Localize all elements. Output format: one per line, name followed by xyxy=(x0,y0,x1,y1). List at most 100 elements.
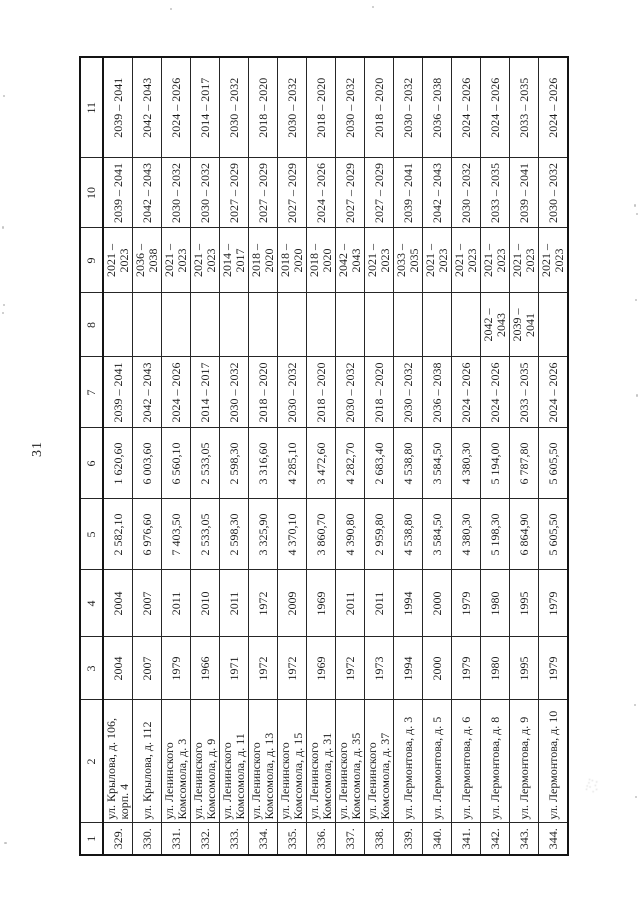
col6-amount-cell: 4 285,10 xyxy=(277,428,307,499)
col7-period-cell: 2030 – 2032 xyxy=(277,357,307,428)
col3-year-cell: 1971 xyxy=(219,637,249,700)
row-number-cell: 335. xyxy=(277,823,307,855)
col11-period-cell: 2039 – 2041 xyxy=(103,57,133,158)
col4-year-cell: 1979 xyxy=(451,570,481,637)
row-number-cell: 340. xyxy=(422,823,452,855)
col9-period-cell: 2021 – 2023 xyxy=(509,228,539,293)
col4-year-cell: 2010 xyxy=(190,570,220,637)
col7-period-cell: 2042 – 2043 xyxy=(132,357,162,428)
col11-period-cell: 2018 – 2020 xyxy=(248,57,278,158)
row-number-cell: 329. xyxy=(103,823,133,855)
col9-period-cell: 2021 – 2023 xyxy=(422,228,452,293)
address-cell: ул. Лермонтова, д. 9 xyxy=(509,700,539,823)
column-header-8: 8 xyxy=(80,293,103,357)
col5-amount-cell: 2 959,80 xyxy=(364,499,394,570)
col10-period-cell: 2042 – 2043 xyxy=(132,158,162,228)
row-number-cell: 343. xyxy=(509,823,539,855)
row-number-cell: 344. xyxy=(538,823,568,855)
col7-period-cell: 2033 – 2035 xyxy=(509,357,539,428)
col5-amount-cell: 6 864,90 xyxy=(509,499,539,570)
col6-amount-cell: 2 683,40 xyxy=(364,428,394,499)
row-number-cell: 342. xyxy=(480,823,510,855)
col7-period-cell: 2018 – 2020 xyxy=(364,357,394,428)
col3-year-cell: 1980 xyxy=(480,637,510,700)
col4-year-cell: 2011 xyxy=(335,570,365,637)
col9-period-cell: 2021 – 2023 xyxy=(190,228,220,293)
col5-amount-cell: 3 860,70 xyxy=(306,499,336,570)
col9-period-cell: 2018 – 2020 xyxy=(306,228,336,293)
col6-amount-cell: 6 787,80 xyxy=(509,428,539,499)
col8-period-cell xyxy=(219,293,249,357)
scan-smudge-artifact: ·:·: ·.·· xyxy=(582,776,603,795)
address-cell: ул. Ленинского Комсомола, д. 3 xyxy=(161,700,191,823)
col7-period-cell: 2030 – 2032 xyxy=(393,357,423,428)
col5-amount-cell: 3 325,90 xyxy=(248,499,278,570)
col5-amount-cell: 7 403,50 xyxy=(161,499,191,570)
col3-year-cell: 1995 xyxy=(509,637,539,700)
col8-period-cell xyxy=(248,293,278,357)
col5-amount-cell: 4 538,80 xyxy=(393,499,423,570)
col5-amount-cell: 5 605,50 xyxy=(538,499,568,570)
col7-period-cell: 2039 – 2041 xyxy=(103,357,133,428)
col8-period-cell xyxy=(335,293,365,357)
col11-period-cell: 2030 – 2032 xyxy=(277,57,307,158)
column-header-5: 5 xyxy=(80,499,103,570)
table-row: 338. ул. Ленинского Комсомола, д. 37 1973 2… xyxy=(364,57,394,855)
scan-speck xyxy=(2,312,4,314)
col6-amount-cell: 2 598,30 xyxy=(219,428,249,499)
col3-year-cell: 2007 xyxy=(132,637,162,700)
col5-amount-cell: 5 198,30 xyxy=(480,499,510,570)
col11-period-cell: 2024 – 2026 xyxy=(161,57,191,158)
col9-period-cell: 2018 – 2020 xyxy=(248,228,278,293)
col5-amount-cell: 3 584,50 xyxy=(422,499,452,570)
col6-amount-cell: 6 003,60 xyxy=(132,428,162,499)
address-cell: ул. Лермонтова, д. 10 xyxy=(538,700,568,823)
col6-amount-cell: 3 316,60 xyxy=(248,428,278,499)
col8-period-cell xyxy=(277,293,307,357)
col11-period-cell: 2018 – 2020 xyxy=(306,57,336,158)
table-row: 337. ул. Ленинского Комсомола, д. 35 1972 2… xyxy=(335,57,365,855)
address-cell: ул. Ленинского Комсомола, д. 37 xyxy=(364,700,394,823)
col8-period-cell: 2042 – 2043 xyxy=(480,293,510,357)
scan-speck xyxy=(3,304,5,306)
table-row: 335. ул. Ленинского Комсомола, д. 15 1972 2… xyxy=(277,57,307,855)
col8-period-cell: 2039 – 2041 xyxy=(509,293,539,357)
col4-year-cell: 1972 xyxy=(248,570,278,637)
col8-period-cell xyxy=(538,293,568,357)
address-cell: ул. Ленинского Комсомола, д. 31 xyxy=(306,700,336,823)
col3-year-cell: 1972 xyxy=(248,637,278,700)
col6-amount-cell: 1 620,60 xyxy=(103,428,133,499)
table-row: 343. ул. Лермонтова, д. 9 1995 1995 6 864,90… xyxy=(509,57,539,855)
address-cell: ул. Ленинского Комсомола, д. 15 xyxy=(277,700,307,823)
col6-amount-cell: 5 605,50 xyxy=(538,428,568,499)
col9-period-cell: 2036 – 2038 xyxy=(132,228,162,293)
table-row: 333. ул. Ленинского Комсомола, д. 11 1971 2… xyxy=(219,57,249,855)
col8-period-cell xyxy=(190,293,220,357)
address-cell: ул. Лермонтова, д. 5 xyxy=(422,700,452,823)
col5-amount-cell: 2 598,30 xyxy=(219,499,249,570)
col4-year-cell: 1980 xyxy=(480,570,510,637)
col6-amount-cell: 6 560,10 xyxy=(161,428,191,499)
row-number-cell: 338. xyxy=(364,823,394,855)
col9-period-cell: 2021 – 2023 xyxy=(364,228,394,293)
col10-period-cell: 2039 – 2041 xyxy=(103,158,133,228)
address-cell: ул. Ленинского Комсомола, д. 9 xyxy=(190,700,220,823)
col3-year-cell: 1994 xyxy=(393,637,423,700)
col7-period-cell: 2018 – 2020 xyxy=(248,357,278,428)
address-cell: ул. Ленинского Комсомола, д. 35 xyxy=(335,700,365,823)
scan-speck xyxy=(4,842,7,844)
table-row: 340. ул. Лермонтова, д. 5 2000 2000 3 584,50… xyxy=(422,57,452,855)
col6-amount-cell: 4 538,80 xyxy=(393,428,423,499)
col10-period-cell: 2027 – 2029 xyxy=(335,158,365,228)
table-row: 336. ул. Ленинского Комсомола, д. 31 1969 1… xyxy=(306,57,336,855)
scan-speck xyxy=(634,204,636,207)
table-row: 334. ул. Ленинского Комсомола, д. 13 1972 1… xyxy=(248,57,278,855)
scan-speck xyxy=(635,299,637,301)
page-number: 31 xyxy=(30,441,45,457)
rotated-table-container: 1 2 3 4 5 6 7 8 9 10 11 329. ул. Крылова, д. 106, к… xyxy=(79,56,569,856)
col10-period-cell: 2027 – 2029 xyxy=(219,158,249,228)
col10-period-cell: 2030 – 2032 xyxy=(538,158,568,228)
column-header-1: 1 xyxy=(80,823,103,855)
row-number-cell: 331. xyxy=(161,823,191,855)
